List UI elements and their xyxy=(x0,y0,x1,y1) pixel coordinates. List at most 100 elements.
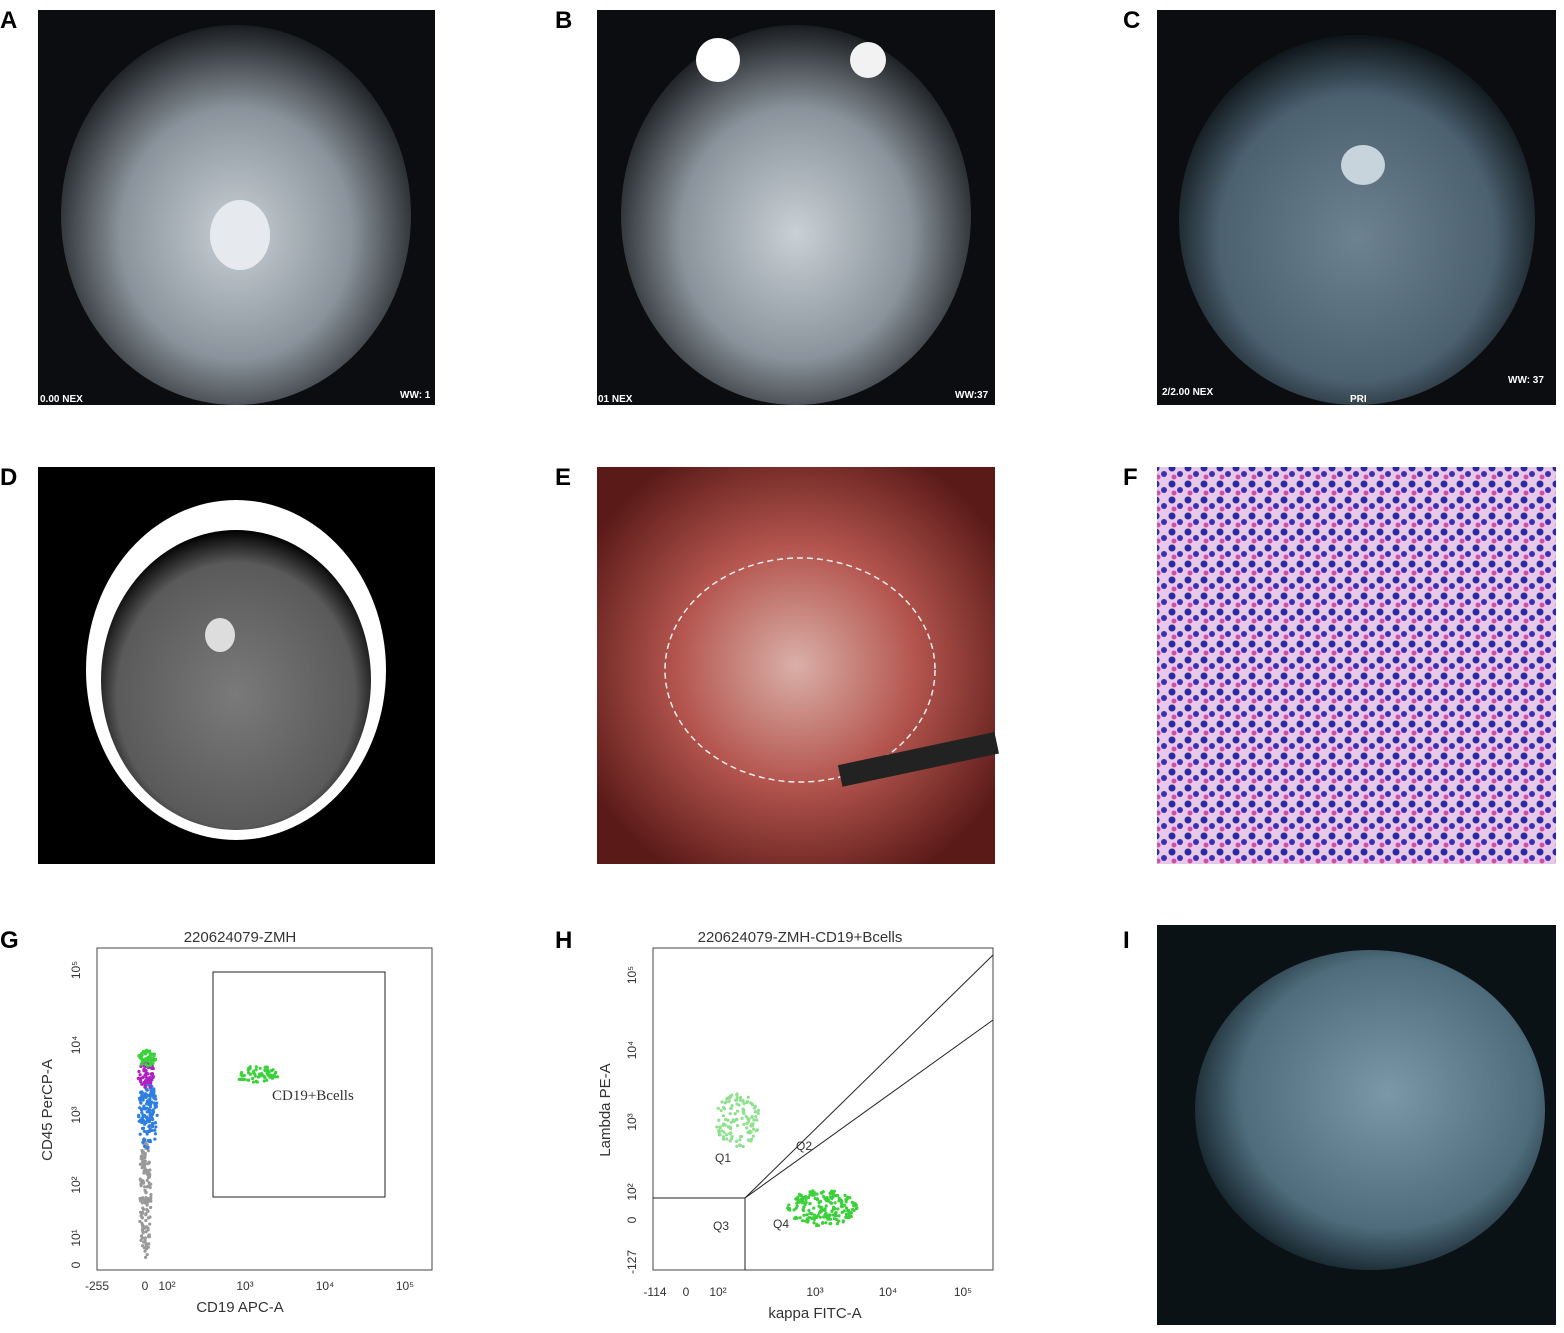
event-dot xyxy=(797,1192,802,1196)
event-dot xyxy=(754,1115,758,1119)
event-dot xyxy=(275,1075,280,1079)
event-dot xyxy=(266,1073,270,1077)
x-tick-label: 10² xyxy=(709,1285,726,1299)
event-dot xyxy=(148,1105,153,1109)
event-dot xyxy=(138,1210,143,1214)
event-dot xyxy=(259,1071,264,1076)
event-dot xyxy=(818,1215,823,1219)
event-dot xyxy=(835,1222,839,1226)
event-dot xyxy=(143,1238,147,1243)
event-dot xyxy=(807,1208,811,1213)
event-dot xyxy=(843,1193,847,1197)
event-dot xyxy=(140,1126,145,1131)
event-dot xyxy=(237,1077,241,1081)
x-tick-label: 10³ xyxy=(806,1285,823,1299)
event-dot xyxy=(151,1123,155,1127)
x-tick-label: -114 xyxy=(643,1285,666,1299)
event-dot xyxy=(148,1085,152,1089)
event-dot xyxy=(832,1217,837,1221)
event-dot xyxy=(141,1113,145,1117)
lesion xyxy=(205,618,235,652)
event-dot xyxy=(143,1201,148,1205)
event-dot xyxy=(836,1207,840,1211)
y-tick-label: 0 xyxy=(625,1216,639,1223)
quadrant-label: Q3 xyxy=(713,1219,729,1233)
event-dot xyxy=(145,1118,150,1123)
event-dot xyxy=(735,1144,739,1148)
eye xyxy=(696,38,740,82)
x-tick-label: 10⁴ xyxy=(879,1285,898,1299)
event-dot xyxy=(143,1198,148,1202)
event-dot xyxy=(727,1099,731,1103)
event-dot xyxy=(143,1166,147,1171)
event-dot xyxy=(242,1077,247,1081)
y-tick-label: 0 xyxy=(69,1261,83,1268)
event-dot xyxy=(841,1219,845,1223)
event-dot xyxy=(820,1205,824,1209)
event-dot xyxy=(830,1196,834,1201)
event-dot xyxy=(143,1188,147,1192)
x-tick-label: 10³ xyxy=(236,1279,253,1293)
event-dot xyxy=(725,1137,729,1141)
event-dot xyxy=(143,1236,147,1240)
event-dot xyxy=(144,1213,148,1217)
event-dot xyxy=(253,1072,257,1076)
event-dot xyxy=(739,1095,743,1100)
y-tick-label: 10³ xyxy=(625,1113,639,1130)
event-dot xyxy=(721,1114,725,1118)
panel-letter: H xyxy=(555,927,572,954)
event-dot xyxy=(145,1132,149,1136)
event-dot xyxy=(146,1175,150,1180)
event-dot xyxy=(735,1124,740,1128)
quadrant-label: Q2 xyxy=(796,1139,812,1153)
event-dot xyxy=(145,1102,149,1106)
event-dot xyxy=(153,1132,158,1136)
tumor-outline xyxy=(664,557,936,783)
event-dot xyxy=(140,1151,145,1155)
event-dot xyxy=(254,1068,258,1072)
event-dot xyxy=(138,1055,142,1059)
event-dot xyxy=(142,1171,146,1175)
event-dot xyxy=(801,1199,805,1203)
event-dot xyxy=(802,1213,806,1217)
event-dot xyxy=(855,1206,859,1210)
event-dot xyxy=(808,1190,812,1194)
event-dot xyxy=(145,1253,149,1257)
event-dot xyxy=(142,1246,146,1250)
event-dot xyxy=(751,1134,755,1138)
panel-letter: I xyxy=(1123,927,1130,954)
event-dot xyxy=(141,1049,146,1054)
head xyxy=(1195,950,1545,1270)
event-dot xyxy=(796,1195,800,1199)
eye xyxy=(850,42,886,78)
event-dot xyxy=(145,1143,149,1147)
event-dot xyxy=(153,1103,157,1107)
event-dot xyxy=(139,1101,143,1105)
event-dot xyxy=(821,1221,825,1225)
event-dot xyxy=(149,1077,153,1081)
event-dot xyxy=(140,1057,145,1061)
quadrant-gate xyxy=(744,1019,994,1199)
event-dot xyxy=(813,1196,817,1201)
event-dot xyxy=(146,1169,151,1173)
event-dot xyxy=(138,1073,142,1077)
event-dot xyxy=(717,1118,721,1122)
event-dot xyxy=(146,1149,150,1153)
event-dot xyxy=(805,1213,809,1217)
event-dot xyxy=(837,1219,841,1223)
event-dot xyxy=(750,1103,755,1107)
event-dot xyxy=(756,1108,760,1112)
overlay-text: 01 NEX xyxy=(598,394,633,405)
event-dot xyxy=(746,1095,750,1099)
event-dot xyxy=(792,1216,797,1221)
event-dot xyxy=(141,1159,145,1164)
event-dot xyxy=(808,1201,812,1206)
x-tick-label: 10² xyxy=(158,1279,175,1293)
overlay-text: WW:37 xyxy=(955,390,989,401)
event-dot xyxy=(153,1121,157,1125)
event-dot xyxy=(265,1070,269,1075)
event-dot xyxy=(755,1118,759,1122)
event-dot xyxy=(254,1065,258,1069)
event-dot xyxy=(718,1133,722,1137)
